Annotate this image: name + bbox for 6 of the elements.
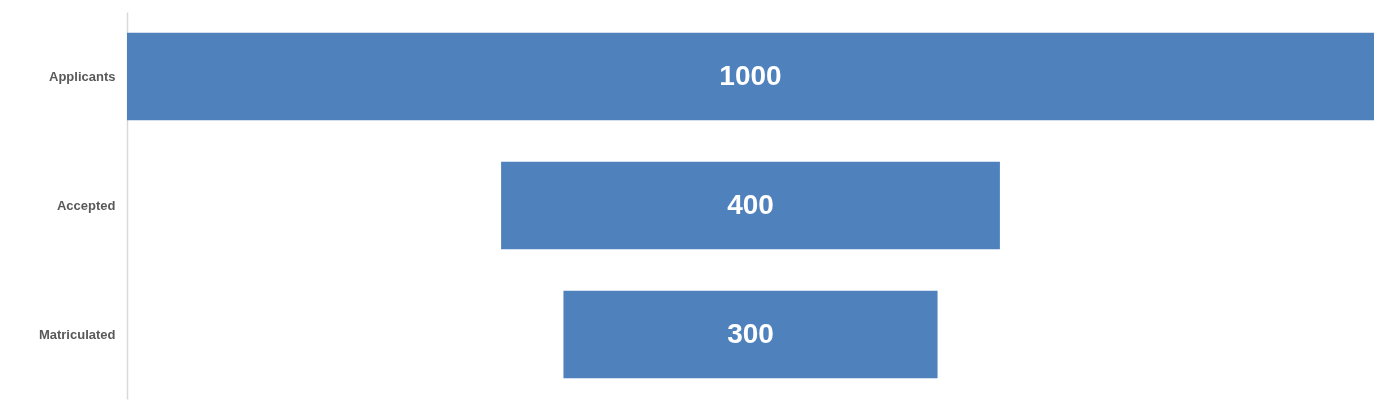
category-label: Accepted [56, 197, 116, 213]
data-label: 300 [727, 317, 774, 349]
data-label: 1000 [719, 59, 782, 91]
category-label: Matriculated [38, 326, 116, 342]
category-label: Applicants [49, 68, 116, 84]
data-label: 400 [727, 188, 774, 220]
